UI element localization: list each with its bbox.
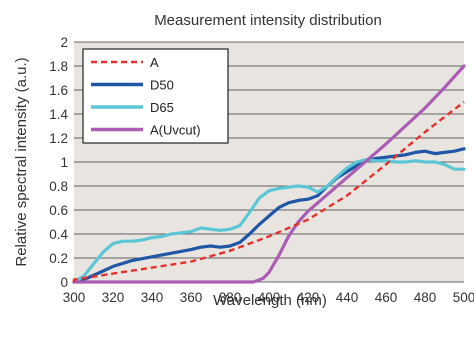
- legend-box: [82, 48, 229, 144]
- y-tick-label: 1.6: [49, 83, 68, 98]
- x-axis-label: Wavelength (nm): [213, 292, 327, 309]
- series-layer: [72, 64, 466, 284]
- chart-title: Measurement intensity distribution: [154, 12, 382, 29]
- series-line-a-uvcut: [72, 64, 466, 284]
- y-tick-label: 0: [60, 275, 68, 290]
- legend: A D50 D65 A(Uvcut): [82, 48, 229, 144]
- y-tick-label: 1.8: [49, 59, 68, 74]
- y-tick-label: 0.4: [49, 227, 68, 242]
- series-line-a: [72, 101, 465, 282]
- y-tick-label: 0.2: [49, 251, 68, 266]
- legend-label: D65: [150, 100, 174, 115]
- legend-label: A(Uvcut): [150, 123, 201, 138]
- x-tick-label: 440: [336, 290, 359, 305]
- y-tick-label: 1: [60, 155, 68, 170]
- x-tick-label: 500: [453, 290, 474, 305]
- y-tick-label: 0.8: [49, 179, 68, 194]
- y-tick-label: 1.2: [49, 131, 68, 146]
- x-tick-label: 320: [102, 290, 125, 305]
- y-axis-label: Relative spectral intensity (a.u.): [13, 57, 30, 266]
- x-tick-label: 360: [180, 290, 203, 305]
- x-tick-label: 380: [219, 290, 242, 305]
- series-line-d65: [72, 158, 466, 284]
- y-tick-label: 1.4: [49, 107, 68, 122]
- y-tick-label: 2: [60, 35, 68, 50]
- y-tick-label: 0.6: [49, 203, 68, 218]
- legend-label: A: [150, 55, 159, 70]
- x-axis-ticks: 300 320 340 360 380 400 420 440 460 480 500: [63, 290, 474, 305]
- y-axis-ticks: 0 0.2 0.4 0.6 0.8 1 1.2 1.4 1.6 1.8 2: [49, 35, 68, 290]
- legend-label: D50: [150, 78, 174, 93]
- x-tick-label: 340: [141, 290, 164, 305]
- x-tick-label: 480: [414, 290, 437, 305]
- series-line-d50: [72, 147, 466, 284]
- x-tick-label: 400: [258, 290, 281, 305]
- x-tick-label: 460: [375, 290, 398, 305]
- x-tick-label: 300: [63, 290, 86, 305]
- x-tick-label: 420: [297, 290, 320, 305]
